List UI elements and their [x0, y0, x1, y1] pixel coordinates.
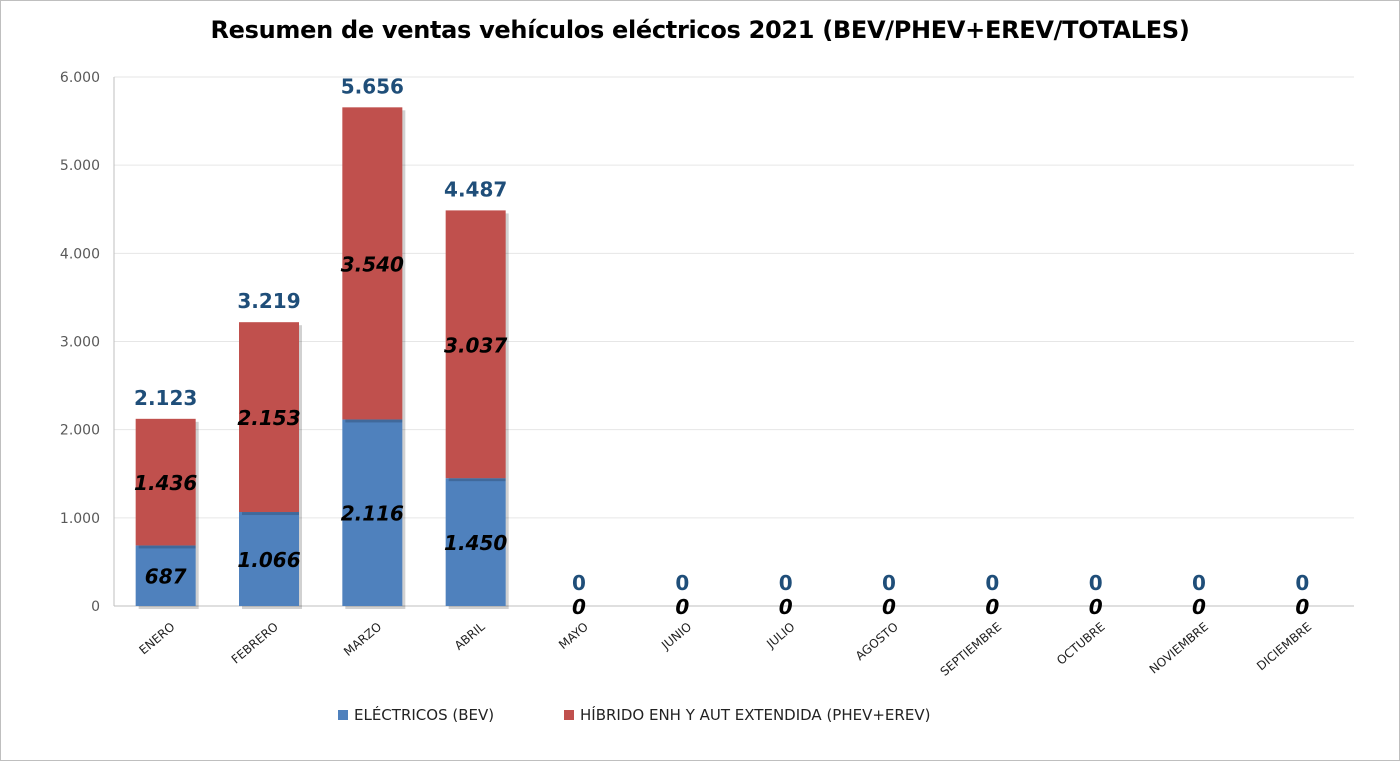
total-label: 3.219 — [237, 289, 300, 313]
data-label-bev: 1.066 — [237, 548, 300, 572]
y-tick-label: 3.000 — [60, 335, 100, 351]
data-label-bev: 2.116 — [341, 502, 404, 526]
total-label: 5.656 — [341, 74, 404, 98]
legend-swatch-phev — [564, 710, 574, 720]
total-label: 0 — [779, 571, 793, 595]
y-tick-label: 4.000 — [60, 246, 100, 262]
x-tick-label: NOVIEMBRE — [1147, 620, 1211, 677]
total-label: 0 — [882, 571, 896, 595]
x-tick-label: DICIEMBRE — [1254, 620, 1314, 674]
data-label-phev: 2.153 — [237, 406, 300, 430]
bar-segment-phev — [342, 107, 403, 420]
bar-segment-phev — [239, 322, 299, 513]
total-label: 0 — [1192, 571, 1206, 595]
data-label-bev: 0 — [882, 595, 896, 619]
x-tick-label: AGOSTO — [853, 620, 901, 664]
legend-item-bev: ELÉCTRICOS (BEV) — [338, 706, 494, 724]
legend-label-phev: HÍBRIDO ENH Y AUT EXTENDIDA (PHEV+EREV) — [580, 706, 931, 724]
x-tick-label: FEBRERO — [229, 620, 281, 667]
data-label-phev: 1.436 — [134, 471, 197, 495]
x-tick-label: JUNIO — [658, 620, 694, 653]
x-tick-label: MARZO — [341, 620, 384, 659]
data-label-bev: 0 — [675, 595, 689, 619]
bar-segment-bev — [445, 478, 506, 606]
data-label-bev: 0 — [572, 595, 586, 619]
bar-segment-phev — [445, 210, 506, 479]
data-label-bev: 0 — [985, 595, 999, 619]
data-label-bev: 0 — [779, 595, 793, 619]
y-tick-label: 2.000 — [60, 423, 100, 439]
bar-segment-bev — [342, 419, 403, 606]
bar-segment-bev — [135, 545, 196, 606]
x-tick-label: SEPTIEMBRE — [937, 620, 1004, 679]
y-tick-label: 6.000 — [60, 70, 100, 86]
total-label: 0 — [1089, 571, 1103, 595]
chart-legend: ELÉCTRICOS (BEV) HÍBRIDO ENH Y AUT EXTEN… — [0, 706, 1400, 732]
legend-swatch-bev — [338, 710, 348, 720]
total-label: 0 — [985, 571, 999, 595]
data-label-bev: 687 — [145, 565, 187, 589]
total-label: 0 — [675, 571, 689, 595]
data-label-bev: 0 — [1089, 595, 1103, 619]
bar-segment-bev — [239, 512, 299, 606]
x-tick-label: MAYO — [556, 620, 591, 652]
total-label: 0 — [572, 571, 586, 595]
total-label: 2.123 — [134, 386, 197, 410]
bar-segment-phev — [135, 418, 196, 546]
x-tick-label: ABRIL — [452, 619, 488, 652]
legend-item-phev: HÍBRIDO ENH Y AUT EXTENDIDA (PHEV+EREV) — [564, 706, 930, 724]
data-label-bev: 0 — [1295, 595, 1309, 619]
data-label-phev: 3.540 — [341, 252, 404, 276]
x-tick-label: OCTUBRE — [1054, 620, 1108, 668]
data-label-bev: 0 — [1192, 595, 1206, 619]
y-tick-label: 5.000 — [60, 158, 100, 174]
y-tick-label: 0 — [91, 599, 100, 615]
data-label-bev: 1.450 — [444, 531, 507, 555]
chart-plot: 0 1.000 2.000 3.000 4.000 5.000 6.000 687 1.436 2… — [60, 70, 1354, 679]
legend-label-bev: ELÉCTRICOS (BEV) — [354, 706, 495, 724]
chart-title: Resumen de ventas vehículos eléctricos 2… — [210, 16, 1190, 44]
x-tick-label: ENERO — [136, 620, 177, 658]
total-label: 0 — [1295, 571, 1309, 595]
data-label-phev: 3.037 — [444, 333, 507, 357]
x-tick-label: JULIO — [763, 620, 797, 652]
total-label: 4.487 — [444, 177, 507, 201]
y-tick-label: 1.000 — [60, 511, 100, 527]
